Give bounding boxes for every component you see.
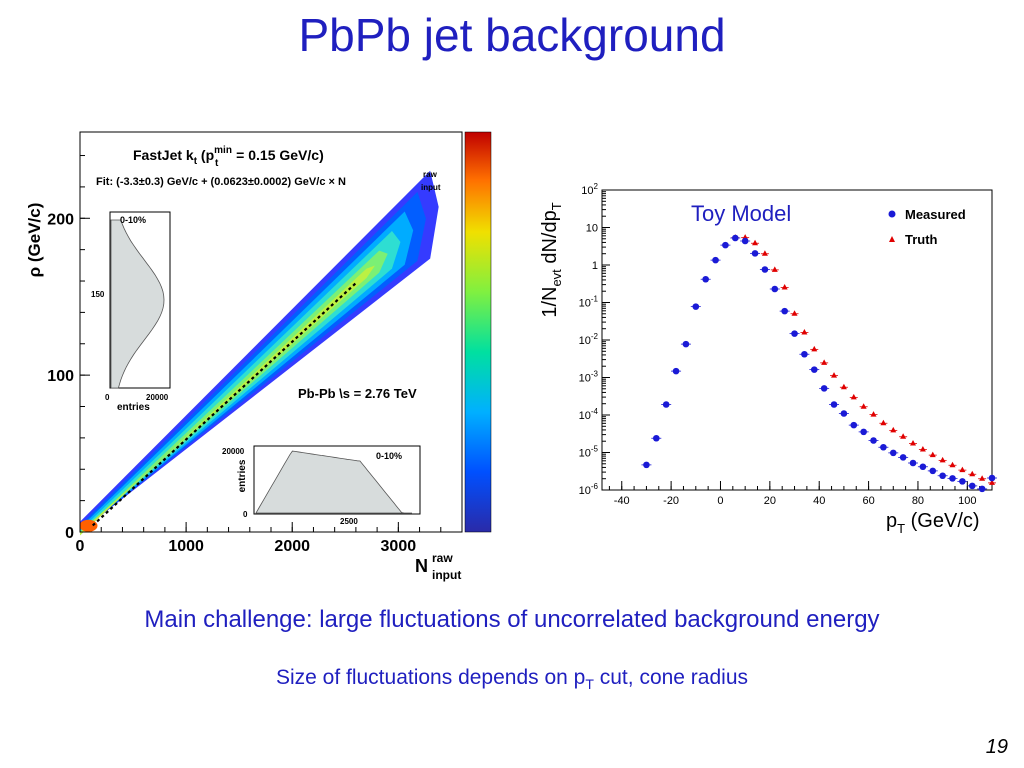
heatmap-ylabel: ρ (GeV/c): [25, 203, 44, 278]
inset-bottom: 0-10% 20000 0 2500 entries: [222, 445, 421, 526]
heatmap-ytick-label: 0: [65, 525, 74, 542]
heatmap-xtick-label: 3000: [381, 538, 417, 555]
heatmap-annotation-fit-sup: raw: [423, 170, 438, 179]
heatmap-annotation-fit: Fit: (-3.3±0.3) GeV/c + (0.0623±0.0002) …: [96, 176, 346, 188]
slide-title: PbPb jet background: [298, 9, 726, 61]
heatmap-xtick-label: 2000: [274, 538, 310, 555]
inset-left-xtick-0: 0: [105, 393, 110, 402]
heatmap-xtick-label: 1000: [168, 538, 204, 555]
inset-left-xtick-1: 20000: [146, 393, 169, 402]
inset-left-histogram: [110, 219, 165, 389]
inset-left-xlabel: entries: [117, 402, 150, 413]
color-bar: [464, 131, 492, 533]
band-core: [79, 519, 98, 532]
heatmap-annotation-pbpb: Pb-Pb \s = 2.76 TeV: [298, 386, 417, 401]
inset-bottom-label: 0-10%: [376, 451, 402, 461]
inset-bottom-histogram: [255, 450, 412, 514]
inset-bottom-ytick-1: 20000: [222, 447, 245, 456]
inset-left-ytick: 150: [91, 290, 105, 299]
heatmap-xlabel-sub: input: [432, 568, 461, 582]
inset-left-label: 0-10%: [120, 215, 146, 225]
inset-bottom-ytick-0: 0: [243, 510, 248, 519]
heatmap-annotation-fastjet: FastJet kt (pmin t = 0.15 GeV/c): [133, 145, 324, 169]
heatmap-xlabel: N: [415, 556, 428, 576]
subtitle-fluctuations-pre: Size of fluctuations depends on p: [275, 666, 586, 689]
page-number: 19: [985, 736, 1008, 758]
subtitle-fluctuations-post: cut, cone radius: [593, 666, 749, 689]
heatmap-ytick-label: 100: [47, 368, 74, 385]
heatmap-xlabel-sup: raw: [432, 551, 453, 565]
subtitle-fluctuations-sub: T: [585, 676, 594, 693]
heatmap-annotation-fit-sub: input: [421, 183, 441, 192]
inset-left: 0-10% 150 0 20000 entries: [91, 211, 171, 413]
subtitle-fluctuations: Size of fluctuations depends on pT cut, …: [0, 666, 1024, 692]
subtitle-main-challenge: Main challenge: large fluctuations of un…: [144, 606, 880, 633]
inset-bottom-xtick: 2500: [340, 517, 358, 526]
heatmap-xtick-label: 0: [76, 538, 85, 555]
inset-bottom-ylabel: entries: [237, 459, 248, 492]
heatmap-ytick-label: 200: [47, 211, 74, 228]
